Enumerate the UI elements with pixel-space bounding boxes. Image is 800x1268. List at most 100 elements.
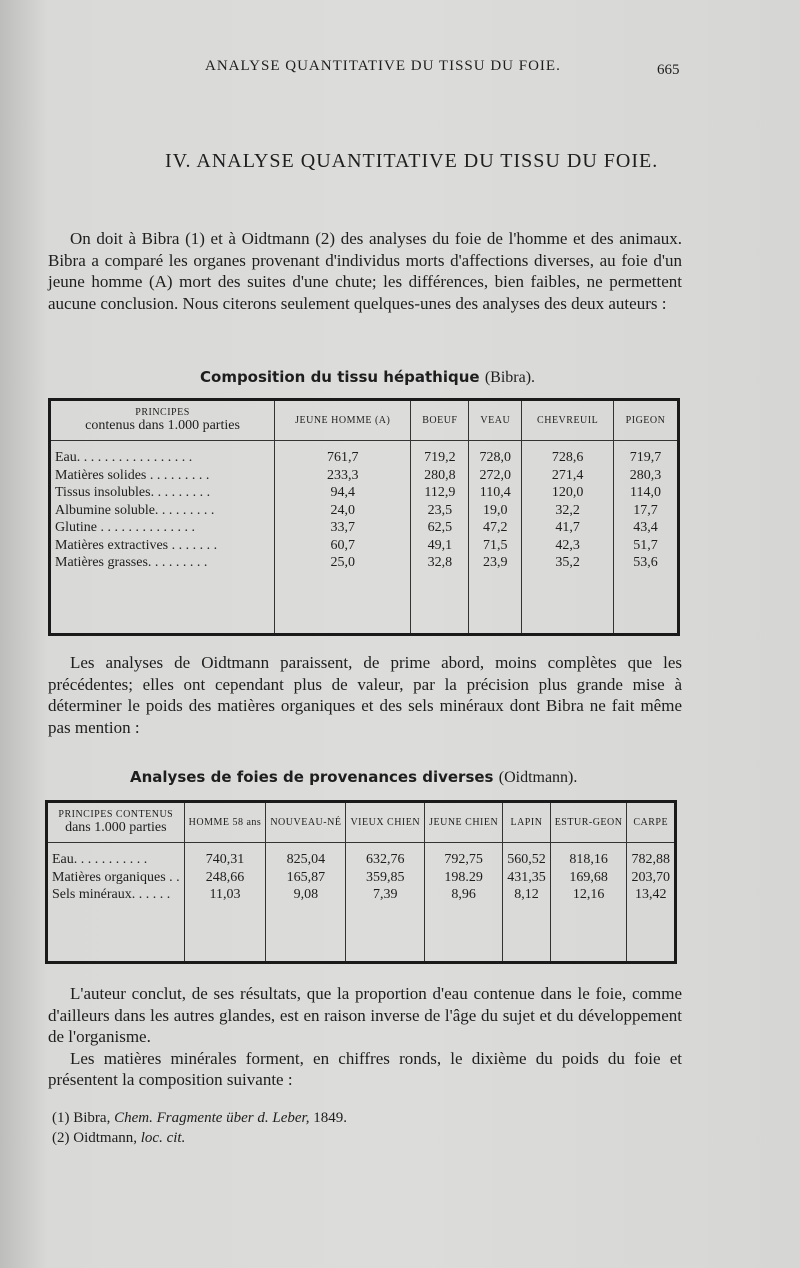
table-cell: 280,3: [629, 467, 662, 483]
header-principes: PRINCIPES contenus dans 1.000 parties: [49, 399, 275, 441]
table-cell: 19,0: [483, 502, 508, 518]
header-line: PRINCIPES: [135, 407, 190, 418]
table-cell: 47,2: [483, 520, 508, 535]
table-cell: 728,0: [479, 450, 512, 465]
footnote-mark: (2): [52, 1130, 70, 1146]
row-label: Matières solides . . . . . . . . .: [55, 467, 210, 483]
paragraph-text: Les matières minérales forment, en chiff…: [48, 1048, 682, 1090]
table-cell: 248,66: [205, 869, 245, 885]
table-cell: 33,7: [330, 520, 355, 535]
row-label: Matières grasses. . . . . . . . .: [55, 555, 208, 570]
table-cell: 24,0: [330, 502, 355, 518]
row-label: Sels minéraux. . . . . .: [52, 887, 171, 902]
table-cell: 169,68: [569, 869, 608, 885]
table-cell: 359,85: [366, 869, 405, 885]
table-cell: 272,0: [479, 467, 512, 483]
table-cell: 41,7: [555, 520, 580, 535]
table-cell: 740,31: [205, 852, 245, 867]
column-values: 719,2 280,8 112,9 23,5 62,5 49,1 32,8: [410, 440, 469, 635]
table-cell: 51,7: [633, 537, 658, 553]
table-cell: 198.29: [444, 869, 483, 885]
table-cell: 11,03: [209, 887, 241, 902]
paragraph-oidtmann: Les analyses de Oidtmann paraissent, de …: [48, 652, 682, 738]
column-values: 560,52 431,35 8,12: [502, 842, 551, 963]
table-cell: 35,2: [555, 555, 580, 570]
table-cell: 761,7: [326, 450, 359, 465]
table-cell: 7,39: [373, 887, 398, 902]
row-labels: Eau. . . . . . . . . . . . . . . . . Mati…: [50, 441, 275, 635]
row-label: Eau. . . . . . . . . . . . . . . . .: [55, 450, 193, 465]
footnote-title: Chem. Fragmente über d. Leber,: [114, 1110, 310, 1126]
table-cell: 233,3: [326, 467, 359, 483]
column-values: 728,6 271,4 120,0 32,2 41,7 42,3 35,2: [521, 440, 614, 635]
column-values: 782,88 203,70 13,42: [626, 842, 676, 963]
column-values: 818,16 169,68 12,16: [549, 842, 627, 963]
table-cell: 280,8: [424, 467, 456, 483]
table-cell: 120,0: [551, 485, 584, 500]
table-cell: 62,5: [427, 520, 453, 535]
table-cell: 25,0: [330, 555, 355, 570]
column-header: JEUNE HOMME (A): [274, 399, 411, 441]
column-header: VIEUX CHIEN: [345, 801, 425, 843]
table1-caption: Composition du tissu hépathique (Bibra).: [200, 368, 535, 387]
row-label: Eau. . . . . . . . . . .: [52, 852, 148, 867]
table-cell: 17,7: [633, 502, 658, 518]
table-cell: 114,0: [630, 485, 661, 500]
table-cell: 203,70: [631, 869, 670, 885]
table-cell: 8,12: [514, 887, 539, 902]
table-cell: 792,75: [444, 852, 483, 867]
row-label: Tissus insolubles. . . . . . . . .: [55, 485, 211, 500]
table-cell: 632,76: [366, 852, 405, 867]
table-cell: 53,6: [633, 555, 658, 570]
table-cell: 165,87: [286, 869, 326, 885]
table-cell: 110,4: [479, 485, 511, 500]
page-number: 665: [657, 62, 680, 78]
paragraph-text: On doit à Bibra (1) et à Oidtmann (2) de…: [48, 229, 682, 313]
column-header: ESTUR-GEON: [549, 801, 627, 843]
caption-source: (Oidtmann).: [498, 769, 578, 786]
column-values: 719,7 280,3 114,0 17,7 43,4 51,7 53,6: [613, 440, 679, 635]
paragraph-text: Les analyses de Oidtmann paraissent, de …: [48, 653, 682, 737]
table-cell: 431,35: [507, 869, 546, 885]
column-values: 792,75 198.29 8,96: [424, 842, 503, 963]
table-cell: 719,7: [629, 450, 662, 465]
section-title: IV. ANALYSE QUANTITATIVE DU TISSU DU FOI…: [165, 150, 659, 172]
row-label: Albumine soluble. . . . . . . . .: [55, 502, 215, 518]
column-header: JEUNE CHIEN: [424, 801, 503, 843]
footnote-title: loc. cit.: [140, 1130, 186, 1146]
table-cell: 43,4: [633, 520, 658, 535]
table-cell: 818,16: [569, 852, 608, 867]
column-header: CHEVREUIL: [521, 399, 614, 441]
header-line: PRINCIPES CONTENUS: [58, 809, 174, 820]
table-cell: 71,5: [483, 537, 508, 553]
row-label: Glutine . . . . . . . . . . . . . .: [55, 520, 195, 535]
table-cell: 13,42: [634, 887, 667, 902]
table-cell: 8,96: [451, 887, 476, 902]
paragraph-text: L'auteur conclut, de ses résultats, que …: [48, 984, 682, 1046]
column-header: LAPIN: [502, 801, 551, 843]
column-header: CARPE: [626, 801, 676, 843]
table-cell: 825,04: [286, 852, 326, 867]
bibra-table: PRINCIPES contenus dans 1.000 parties JEUN…: [48, 398, 680, 636]
running-header: ANALYSE QUANTITATIVE DU TISSU DU FOIE.: [205, 58, 561, 74]
column-values: 728,0 272,0 110,4 19,0 47,2 71,5 23,9: [468, 440, 522, 635]
row-labels: Eau. . . . . . . . . . . Matières organiq…: [47, 843, 185, 963]
column-values: 632,76 359,85 7,39: [345, 842, 425, 963]
caption-source: (Bibra).: [484, 369, 536, 386]
table-cell: 94,4: [330, 485, 355, 500]
row-label: Matières extractives . . . . . . .: [55, 537, 218, 553]
caption-text: Composition du tissu hépathique: [200, 368, 480, 386]
table-cell: 60,7: [330, 537, 355, 553]
footnote-year: 1849.: [313, 1110, 347, 1126]
column-header: VEAU: [468, 399, 522, 441]
caption-text: Analyses de foies de provenances diverse…: [130, 768, 494, 786]
paragraph-intro: On doit à Bibra (1) et à Oidtmann (2) de…: [48, 228, 682, 314]
table-cell: 23,9: [483, 555, 508, 570]
header-line: dans 1.000 parties: [65, 820, 167, 835]
column-header: PIGEON: [613, 399, 679, 441]
table-cell: 49,1: [427, 537, 453, 553]
table-cell: 719,2: [424, 450, 456, 465]
column-header: HOMME 58 ans: [183, 801, 266, 843]
footnote-author: Bibra,: [73, 1110, 111, 1126]
